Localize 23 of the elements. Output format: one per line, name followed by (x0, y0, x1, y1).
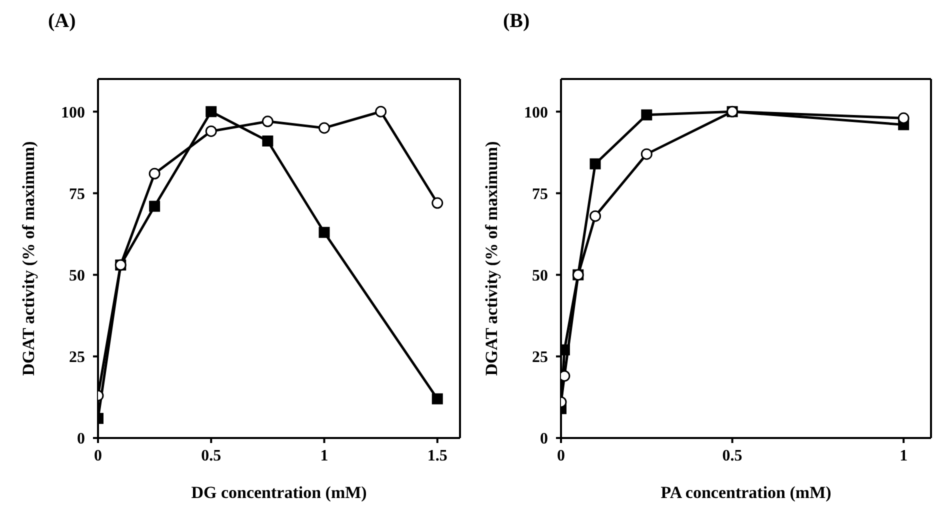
x-tick-label: 0.5 (201, 447, 222, 464)
x-axis-title: PA concentration (mM) (660, 483, 832, 502)
y-tick-label: 50 (69, 268, 85, 284)
y-tick-label: 25 (532, 349, 548, 366)
x-tick-label: 0.5 (722, 447, 742, 464)
y-tick-label: 0 (540, 430, 548, 448)
y-tick-label: 75 (532, 186, 548, 203)
x-tick-label: 0 (94, 447, 102, 464)
y-tick-label: 75 (69, 186, 85, 203)
y-axis-title: DGAT activity (% of maximum) (19, 141, 38, 376)
chart-title: (B) (503, 10, 530, 33)
x-tick-label: 1.5 (427, 447, 448, 464)
y-tick-label: 25 (69, 349, 85, 366)
chart-title: (A) (48, 10, 76, 33)
x-tick-label: 0 (557, 447, 565, 464)
y-tick-label: 0 (77, 430, 85, 448)
x-tick-label: 1 (900, 447, 908, 464)
y-axis-title: DGAT activity (% of maximum) (482, 141, 502, 376)
x-axis-title: DG concentration (mM) (191, 483, 367, 502)
y-tick-label: 50 (532, 268, 548, 284)
y-tick-label: 100 (524, 104, 548, 122)
x-tick-label: 1 (320, 447, 328, 464)
y-tick-label: 100 (61, 104, 85, 122)
